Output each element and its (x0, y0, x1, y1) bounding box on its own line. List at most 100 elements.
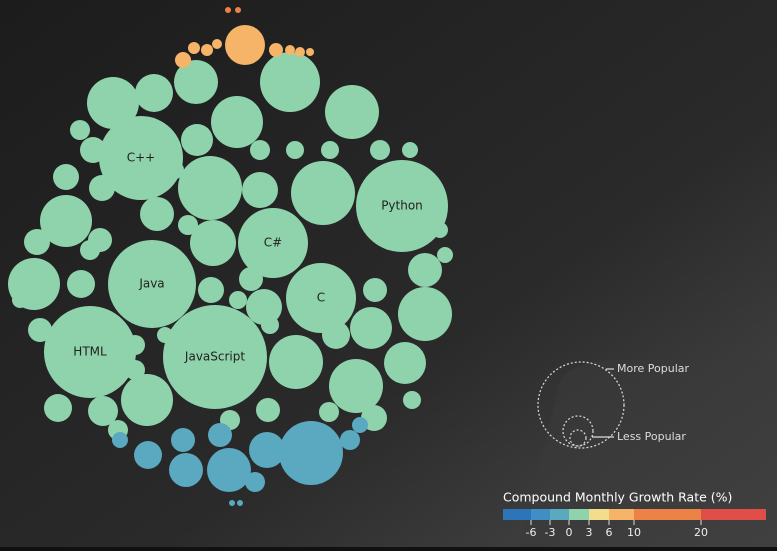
colorbar-segment (609, 509, 634, 520)
bubble (340, 430, 360, 450)
bubble (403, 391, 421, 409)
size-legend-label: Less Popular (617, 430, 686, 443)
colorbar-segment (701, 509, 766, 520)
bubble (256, 398, 280, 422)
bubble (44, 306, 136, 398)
bubble (171, 428, 195, 452)
bubble (306, 48, 314, 56)
bubble (242, 172, 278, 208)
colorbar-title: Compound Monthly Growth Rate (%) (503, 490, 732, 505)
colorbar-segment (503, 509, 531, 520)
colorbar-segment (531, 509, 550, 520)
bubble (181, 124, 213, 156)
bubble (163, 305, 267, 409)
bubble (28, 318, 52, 342)
bubble (125, 335, 145, 355)
bubble (246, 289, 282, 325)
bubble (225, 7, 231, 13)
size-legend-circle (562, 415, 594, 447)
bubble (80, 240, 100, 260)
colorbar-tick-label: 0 (566, 526, 573, 539)
backdrop-shape (520, 360, 777, 547)
bubble (44, 394, 72, 422)
bubble (99, 116, 183, 200)
bubbles: C++ Python C# Java C HTML JavaScript (8, 7, 453, 506)
bubble (108, 240, 196, 328)
bubble (166, 161, 184, 179)
bubble (402, 142, 418, 158)
bubble (178, 156, 242, 220)
bubble (70, 120, 90, 140)
bubble (140, 197, 174, 231)
bubble (88, 396, 118, 426)
bubble (269, 43, 283, 57)
bubble (89, 175, 115, 201)
colorbar-tick-label: 6 (606, 526, 613, 539)
bubble (208, 423, 232, 447)
bubble (239, 267, 263, 291)
bubble (178, 215, 198, 235)
bubble (225, 25, 265, 65)
bubble (207, 448, 251, 492)
bubble-label: C (317, 291, 325, 305)
bubble (286, 263, 356, 333)
bubble (432, 222, 448, 238)
bubble (175, 52, 191, 68)
bubble (80, 137, 106, 163)
bubble (279, 421, 343, 485)
colorbar-segment (634, 509, 701, 520)
bubble (250, 140, 270, 160)
colorbar-segment (589, 509, 609, 520)
bubble (24, 229, 50, 255)
size-legend (537, 361, 625, 449)
bubble (237, 500, 243, 506)
bubble (229, 500, 235, 506)
bubble (53, 164, 79, 190)
bubble (134, 441, 162, 469)
bubble (356, 160, 448, 252)
bubble (437, 247, 453, 263)
colorbar-tick-label: -3 (545, 526, 556, 539)
bubble (40, 195, 92, 247)
bubble-label: HTML (73, 345, 107, 359)
bubble (157, 327, 173, 343)
bubble (238, 208, 308, 278)
bubble (295, 47, 305, 57)
bubble (142, 122, 158, 138)
bubble-label: JavaScript (184, 350, 245, 364)
bubble (350, 307, 392, 349)
bubble (286, 141, 304, 159)
bubble (67, 270, 95, 298)
bubble (229, 291, 247, 309)
bubble-label: Python (381, 199, 423, 213)
bubble (125, 360, 145, 380)
colorbar: -6 -3 0 3 6 10 20 (503, 509, 766, 539)
bubble (319, 402, 339, 422)
bubble-label: C++ (127, 151, 156, 165)
bubble (51, 351, 69, 369)
bubble (321, 141, 339, 159)
bubble (135, 74, 173, 112)
bubble (174, 60, 218, 104)
bubble (198, 277, 224, 303)
bubble (261, 316, 279, 334)
bubble-label: Java (138, 277, 164, 291)
bubble (291, 161, 355, 225)
bubble (245, 472, 265, 492)
bubble (380, 230, 400, 250)
colorbar-segment (569, 509, 589, 520)
bubble (285, 45, 295, 55)
bubble (188, 42, 200, 54)
bubble (322, 321, 350, 349)
colorbar-tick-label: -6 (526, 526, 537, 539)
bubble (87, 77, 139, 129)
colorbar-segment (550, 509, 569, 520)
bubble (329, 359, 383, 413)
bubble (121, 374, 173, 426)
bubble (169, 453, 203, 487)
size-legend-circle (569, 429, 587, 447)
bubble (352, 417, 368, 433)
bubble (112, 432, 128, 448)
bubble (235, 7, 241, 13)
